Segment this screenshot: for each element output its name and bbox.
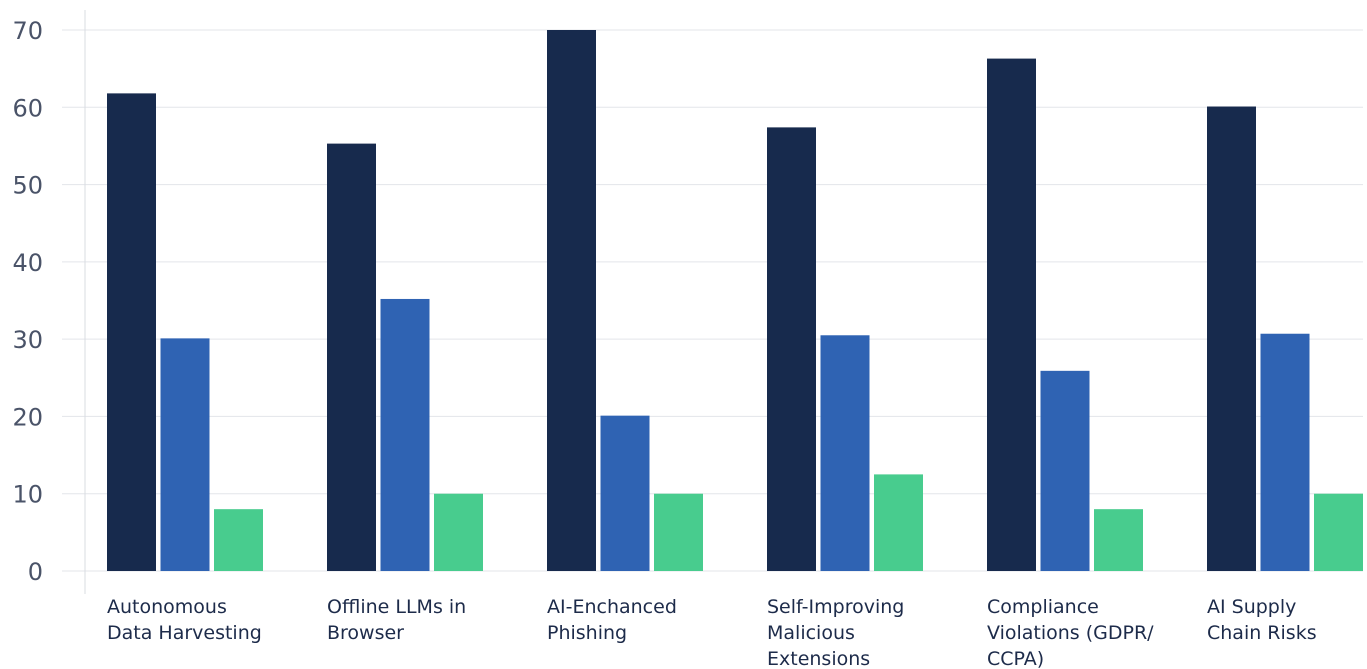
- bar: [987, 58, 1036, 572]
- bar: [1207, 106, 1256, 572]
- x-tick-label-line: Phishing: [547, 622, 627, 644]
- bar: [1314, 493, 1363, 571]
- bar: [434, 493, 483, 571]
- x-tick-label: AI-Enchanced Phishing: [547, 596, 677, 644]
- gridlines: [62, 29, 1363, 572]
- y-tick-label: 40: [12, 249, 43, 277]
- bar: [547, 30, 596, 571]
- bar: [600, 415, 650, 571]
- bar: [327, 143, 376, 572]
- x-tick-label-line: Extensions: [767, 648, 870, 669]
- y-tick-label: 10: [12, 481, 43, 509]
- y-tick-label: 50: [12, 172, 43, 200]
- bar: [1260, 333, 1310, 571]
- x-tick-label-line: Browser: [327, 622, 404, 644]
- bar: [380, 298, 430, 571]
- x-tick-label-line: Data Harvesting: [107, 622, 262, 644]
- x-tick-label: Autonomous Data Harvesting: [107, 596, 262, 644]
- x-tick-label-line: Offline LLMs in: [327, 596, 466, 618]
- bar: [874, 474, 923, 571]
- x-tick-label-line: Violations (GDPR/: [987, 622, 1154, 644]
- x-tick-label-line: Compliance: [987, 596, 1099, 618]
- x-tick-label: AI Supply Chain Risks: [1207, 596, 1317, 644]
- bar: [1094, 509, 1143, 571]
- y-tick-label: 60: [12, 94, 43, 122]
- y-axis: 0 10 20 30 40 50 60 70: [12, 10, 86, 594]
- y-tick-label: 20: [12, 403, 43, 431]
- bar: [214, 509, 263, 571]
- y-tick-label: 70: [12, 17, 43, 45]
- y-tick-label: 30: [12, 326, 43, 354]
- bar: [820, 335, 870, 571]
- x-tick-label-line: CCPA): [987, 648, 1044, 669]
- x-tick-label-line: Malicious: [767, 622, 855, 644]
- x-tick-label-line: AI-Enchanced: [547, 596, 677, 618]
- x-tick-label-line: Self-Improving: [767, 596, 904, 618]
- bar: [767, 127, 816, 571]
- bar: [107, 93, 156, 572]
- y-tick-label: 0: [28, 558, 43, 586]
- x-tick-label-line: Chain Risks: [1207, 622, 1317, 644]
- bars: [107, 30, 1363, 572]
- x-axis-labels: Autonomous Data Harvesting Offline LLMs in…: [107, 596, 1317, 669]
- bar: [654, 493, 703, 571]
- bar: [1040, 370, 1090, 571]
- x-tick-label-line: AI Supply: [1207, 596, 1296, 618]
- x-tick-label: Self-Improving Malicious Extensions: [767, 596, 904, 669]
- bar: [160, 338, 210, 571]
- x-tick-label-line: Autonomous: [107, 596, 227, 618]
- x-tick-label: Compliance Violations (GDPR/CCPA): [987, 596, 1154, 669]
- x-tick-label: Offline LLMs in Browser: [327, 596, 466, 644]
